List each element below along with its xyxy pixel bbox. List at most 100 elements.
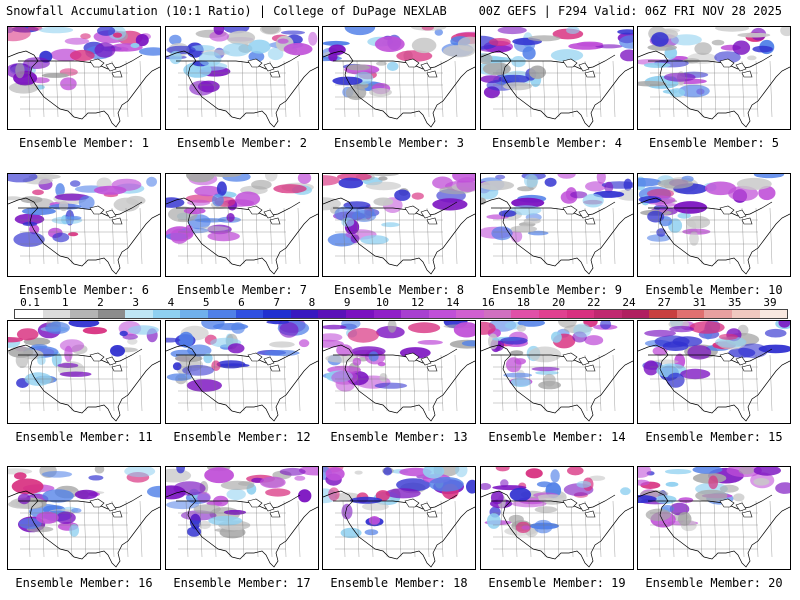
ensemble-member-label: Ensemble Member: 13 [330,430,468,444]
snowfall-contour [204,467,234,484]
snowfall-contour [663,72,696,82]
ensemble-map-panel [7,26,161,130]
snowfall-contour [208,515,243,526]
colorbar-swatch [511,310,539,318]
colorbar-tick-label: 12 [410,296,425,309]
colorbar-tick-label: 22 [587,296,601,309]
snowfall-contour [638,178,662,187]
great-lakes [719,498,753,518]
snowfall-contour [719,484,739,493]
snowfall-map [638,321,790,422]
snowfall-contour [264,349,300,357]
ensemble-map-panel [165,173,319,277]
colorbar-swatch [401,310,429,318]
snowfall-contour [680,368,711,380]
snowfall-contour [78,195,95,210]
snowfall-contour [325,467,345,481]
snowfall-contour [8,196,23,201]
snowfall-map [481,467,633,568]
snowfall-map [166,467,318,568]
state-borders [493,207,616,265]
snowfall-contour [231,322,245,334]
snowfall-contour [656,228,666,237]
coastline [638,197,790,275]
snowfall-contour [672,336,703,347]
snowfall-contour [677,212,691,219]
snowfall-contour [775,482,790,494]
snowfall-contour [166,337,181,343]
snowfall-contour [8,174,38,183]
snowfall-contour [481,483,492,490]
snowfall-contour [82,327,107,335]
snowfall-contour [381,222,400,228]
colorbar-swatch [290,310,319,318]
snowfall-contour [212,193,224,207]
colorbar-swatch [208,310,236,318]
snowfall-contour [529,65,546,79]
ensemble-map-panel [7,466,161,570]
snowfall-contour [733,493,745,502]
snowfall-contour [251,179,272,190]
snowfall-contour [666,372,685,388]
snowfall-contour [227,343,245,354]
snowfall-contour [658,207,668,214]
snowfall-contour [387,321,397,333]
snowfall-contour [207,231,240,242]
snowfall-contour [780,27,790,37]
colorbar-tick-label: 14 [446,296,460,309]
snowfall-contour [59,371,92,377]
snowfall-contour [216,360,246,369]
snowfall-map [8,467,160,568]
snowfall-contour [711,39,725,46]
snowfall-contour [386,61,399,71]
great-lakes [247,205,281,225]
snowfall-contour [752,45,773,53]
snowfall-contour [350,496,383,504]
great-lakes [89,352,123,372]
snowfall-contour [369,174,399,177]
colorbar-tick-label: 9 [343,296,351,309]
snowfall-contour [166,197,185,208]
snowfall-contour [346,64,370,71]
snowfall-contour [21,207,56,215]
snowfall-contour [69,49,95,62]
snowfall-contour [417,340,443,345]
snowfall-contour [488,333,499,350]
snowfall-contour [55,183,65,197]
snowfall-contour [738,343,768,359]
snowfall-contour [510,225,537,233]
ensemble-map-panel [165,26,319,130]
snowfall-contour [57,363,79,368]
snowfall-contour [486,513,501,529]
colorbar-swatch [125,310,153,318]
snowfall-map [166,321,318,422]
snowfall-contour [269,341,295,348]
snowfall-contour [323,197,341,211]
snowfall-map [481,321,633,422]
ensemble-member-label: Ensemble Member: 4 [491,136,623,150]
snowfall-contour [126,195,146,206]
snowfall-contour [31,344,48,349]
snowfall-contour [595,44,623,49]
snowfall-contour [323,333,343,342]
colorbar-swatch [235,310,264,318]
snowfall-contour [176,467,185,474]
snowfall-contour [127,338,138,345]
colorbar-tick-label: 6 [238,296,245,309]
snowfall-contour [266,321,290,325]
snowfall-contour [714,51,741,64]
snowfall-contour [235,191,261,207]
snowfall-contour [536,481,552,488]
snowfall-contour [638,467,652,478]
ensemble-map-panel [637,466,791,570]
snowfall-contour [394,189,411,201]
snowfall-contour [341,503,353,520]
snowfall-contour [267,47,284,61]
coastline [638,344,790,422]
snowfall-contour [753,478,770,486]
great-lakes [404,205,438,225]
snowfall-contour [695,489,728,502]
snowfall-contour [60,77,77,91]
snowfall-contour [715,27,750,32]
snowfall-contour [203,353,213,364]
